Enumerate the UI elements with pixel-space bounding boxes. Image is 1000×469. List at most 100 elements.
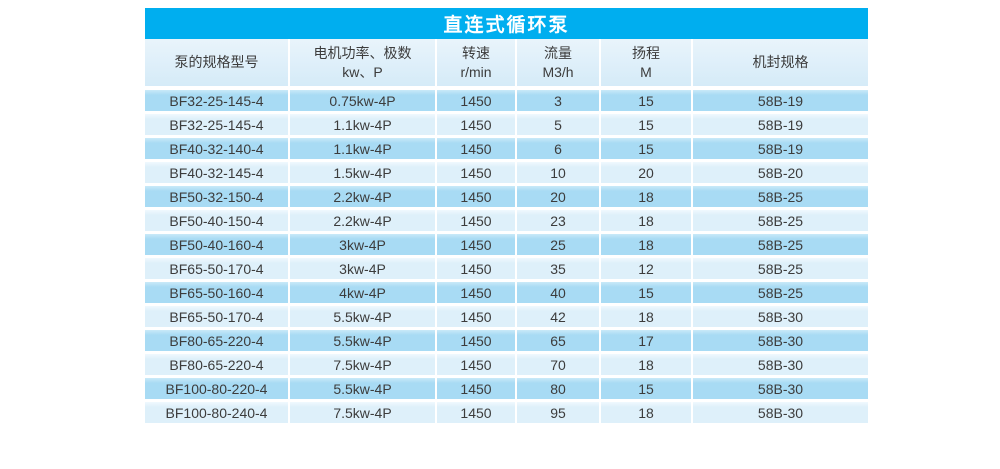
table-cell: 18 [601,354,693,375]
table-cell: 25 [517,234,601,255]
header-line2: r/min [460,63,492,80]
table-row: BF50-40-150-4 2.2kw-4P 1450 23 18 58B-25 [145,210,868,231]
table-row: BF65-50-170-4 5.5kw-4P 1450 42 18 58B-30 [145,306,868,327]
table-cell: BF100-80-220-4 [145,378,290,399]
table-cell: 58B-30 [757,380,804,397]
table-cell: 1450 [437,162,517,183]
table-cell: 5 [517,114,601,135]
table-cell: 18 [601,402,693,423]
table-cell: 80 [517,378,601,399]
table-cell: 15 [601,138,693,159]
table-cell: 1450 [437,282,517,303]
table-cell: 58B-19 [757,92,804,109]
table-cell: BF40-32-140-4 [145,138,290,159]
table-row: BF65-50-160-4 4kw-4P 1450 40 15 58B-25 [145,282,868,303]
table-cell: 58B-25 [757,236,804,253]
table-cell: 35 [517,258,601,279]
header-line1: 泵的规格型号 [174,54,259,70]
table-cell: 1450 [437,354,517,375]
table-cell: 1450 [437,258,517,279]
header-line1: 机封规格 [752,54,809,70]
table-cell: 1450 [437,306,517,327]
table-cell: 1450 [437,378,517,399]
table-cell: 0.75kw-4P [290,90,437,111]
table-cell: 95 [517,402,601,423]
header-cell-3: 流量 M3/h [517,39,601,86]
table-cell: 1.1kw-4P [290,114,437,135]
table-cell: 58B-30 [757,404,804,421]
table-cell: 10 [517,162,601,183]
table-cell: 2.2kw-4P [290,186,437,207]
header-cell-5: 机封规格 [693,39,868,86]
header-cell-1: 电机功率、极数 kw、P [290,39,437,86]
table-cell: 15 [601,114,693,135]
table-cell: 5.5kw-4P [290,330,437,351]
table-cell: BF80-65-220-4 [145,354,290,375]
table-cell: 6 [517,138,601,159]
table-row: BF100-80-220-4 5.5kw-4P 1450 80 15 58B-30 [145,378,868,399]
header-cell-0: 泵的规格型号 [145,39,290,86]
table-cell: 1450 [437,210,517,231]
table-cell: 5.5kw-4P [290,378,437,399]
table-cell: 70 [517,354,601,375]
table-cell: 1450 [437,138,517,159]
table-cell: 7.5kw-4P [290,354,437,375]
header-line2: kw、P [342,63,383,80]
header-line1: 电机功率、极数 [313,44,412,61]
table-cell: 40 [517,282,601,303]
table-cell: 3kw-4P [290,258,437,279]
table-cell: 1450 [437,402,517,423]
table-cell: BF65-50-170-4 [145,306,290,327]
table-row: BF65-50-170-4 3kw-4P 1450 35 12 58B-25 [145,258,868,279]
table-cell: 58B-25 [757,284,804,301]
table-cell: 12 [601,258,693,279]
header-line1: 转速 [462,44,490,61]
table-cell: 58B-30 [757,332,804,349]
table-cell: 1450 [437,234,517,255]
pump-spec-table: 直连式循环泵 泵的规格型号 电机功率、极数 kw、P 转速 r/min 流量 M3/h 扬程 M… [145,8,868,426]
table-title-bar: 直连式循环泵 [145,8,868,39]
table-row: BF100-80-240-4 7.5kw-4P 1450 95 18 58B-30 [145,402,868,423]
header-line1: 扬程 [632,44,660,61]
table-cell: 20 [517,186,601,207]
table-cell: 4kw-4P [290,282,437,303]
table-cell: BF32-25-145-4 [145,114,290,135]
table-cell: BF40-32-145-4 [145,162,290,183]
table-cell: 1450 [437,330,517,351]
table-header-row: 泵的规格型号 电机功率、极数 kw、P 转速 r/min 流量 M3/h 扬程 M 机封规格 [145,39,868,86]
table-cell: 65 [517,330,601,351]
header-line2: M3/h [542,63,574,80]
table-cell: 7.5kw-4P [290,402,437,423]
table-cell: 2.2kw-4P [290,210,437,231]
table-cell: BF50-40-150-4 [145,210,290,231]
table-cell: BF65-50-160-4 [145,282,290,303]
table-row: BF40-32-145-4 1.5kw-4P 1450 10 20 58B-20 [145,162,868,183]
table-row: BF32-25-145-4 1.1kw-4P 1450 5 15 58B-19 [145,114,868,135]
table-row: BF80-65-220-4 7.5kw-4P 1450 70 18 58B-30 [145,354,868,375]
table-cell: 17 [601,330,693,351]
header-line1: 流量 [544,44,572,61]
table-cell: 18 [601,210,693,231]
table-cell: 1.5kw-4P [290,162,437,183]
table-row: BF80-65-220-4 5.5kw-4P 1450 65 17 58B-30 [145,330,868,351]
table-cell: 42 [517,306,601,327]
table-cell: 58B-19 [757,140,804,157]
table-cell: 1450 [437,114,517,135]
table-title: 直连式循环泵 [443,15,570,36]
table-row: BF32-25-145-4 0.75kw-4P 1450 3 15 58B-19 [145,90,868,111]
table-row: BF40-32-140-4 1.1kw-4P 1450 6 15 58B-19 [145,138,868,159]
table-cell: 58B-30 [757,356,804,373]
table-cell: 18 [601,186,693,207]
header-cell-4: 扬程 M [601,39,693,86]
table-cell: 3kw-4P [290,234,437,255]
table-cell: 15 [601,378,693,399]
table-cell: BF50-40-160-4 [145,234,290,255]
table-cell: 1450 [437,90,517,111]
table-cell: 58B-19 [757,116,804,133]
table-cell: 58B-20 [757,164,804,181]
table-cell: 1450 [437,186,517,207]
table-cell: 15 [601,282,693,303]
table-cell: 58B-25 [757,188,804,205]
table-cell: 5.5kw-4P [290,306,437,327]
table-cell: 23 [517,210,601,231]
